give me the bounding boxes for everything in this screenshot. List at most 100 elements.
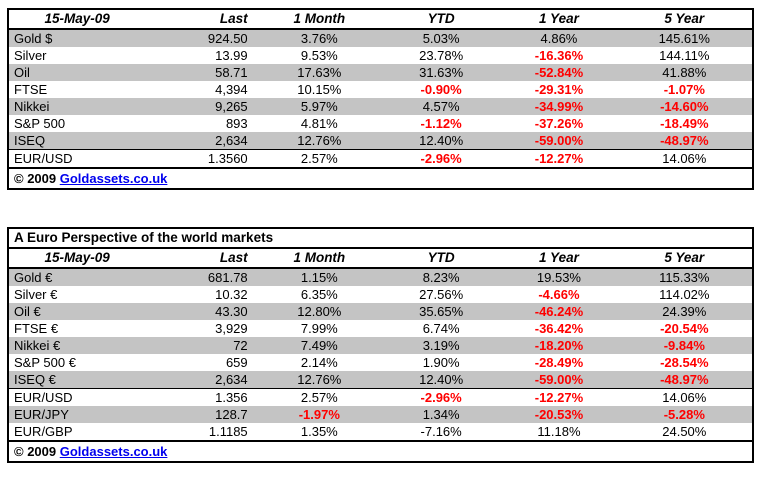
value-cell: -9.84%	[616, 337, 753, 354]
value-cell: -28.49%	[534, 355, 584, 370]
table-row: EUR/JPY 128.7 -1.97% 1.34% -20.53% -5.28%	[8, 406, 753, 423]
instrument-name: Oil	[8, 64, 146, 81]
table-row: Nikkei 9,265 5.97% 4.57% -34.99% -14.60%	[8, 98, 753, 115]
usd-table-body: Gold $924.50 3.76% 5.03% 4.86% 145.61% Silver…	[8, 29, 753, 168]
value-cell: -59.00%	[501, 371, 617, 389]
value-cell: 72	[145, 337, 258, 354]
value-cell: 10.15%	[297, 82, 342, 97]
table-row: EUR/USD 1.3560 2.57% -2.96% -12.27% 14.06%	[8, 149, 753, 168]
column-header-date: 15-May-09	[8, 9, 146, 30]
value-cell: 114.02%	[659, 287, 710, 302]
value-cell: 2,634	[145, 132, 258, 150]
copyright-text: © 2009	[14, 171, 57, 186]
value-cell: -1.07%	[663, 82, 705, 97]
value-cell: -1.12%	[420, 116, 462, 131]
table-row: FTSE 4,394 10.15% -0.90% -29.31% -1.07%	[8, 81, 753, 98]
table-row: S&P 500 893 4.81% -1.12% -37.26% -18.49%	[8, 115, 753, 132]
value-cell: -20.53%	[501, 406, 617, 423]
value-cell: -16.36%	[534, 48, 584, 63]
value-cell: -4.66%	[538, 287, 580, 302]
value-cell: 5.97%	[257, 98, 381, 115]
table-row: Oil 58.71 17.63% 31.63% -52.84% 41.88%	[8, 64, 753, 81]
value-cell: 24.39%	[616, 303, 753, 320]
value-cell: 5.03%	[380, 29, 502, 47]
value-cell: 8.23%	[380, 268, 502, 286]
column-header-1year: 1 Year	[501, 248, 617, 269]
value-cell: 6.74%	[422, 321, 460, 336]
column-header-last: Last	[145, 9, 258, 30]
table-row: EUR/USD 1.356 2.57% -2.96% -12.27% 14.06%	[8, 388, 753, 406]
table-row: S&P 500 € 659 2.14% 1.90% -28.49% -28.54%	[8, 354, 753, 371]
instrument-name: Silver	[14, 48, 47, 63]
value-cell: -0.90%	[420, 82, 462, 97]
value-cell: -14.60%	[616, 98, 753, 115]
table-row: Gold €681.78 1.15% 8.23% 19.53% 115.33%	[8, 268, 753, 286]
value-cell: -37.26%	[534, 116, 584, 131]
table-row: Oil €43.30 12.80% 35.65% -46.24% 24.39%	[8, 303, 753, 320]
instrument-name: FTSE	[14, 82, 48, 97]
table-row: ISEQ 2,634 12.76% 12.40% -59.00% -48.97%	[8, 132, 753, 150]
copyright-text: © 2009	[14, 444, 57, 459]
usd-markets-table: 15-May-09 Last 1 Month YTD 1 Year 5 Year…	[7, 8, 754, 190]
value-cell: 144.11%	[659, 48, 710, 63]
value-cell: -46.24%	[501, 303, 617, 320]
value-cell: 12.76%	[257, 132, 381, 150]
value-cell: -18.49%	[660, 116, 709, 131]
value-cell: 41.88%	[616, 64, 753, 81]
footer-row: © 2009 Goldassets.co.uk	[8, 440, 753, 462]
value-cell: 1.90%	[422, 355, 460, 370]
instrument-name: Gold $	[8, 29, 146, 47]
value-cell: 14.06%	[616, 149, 753, 168]
goldassets-link[interactable]: Goldassets.co.uk	[59, 171, 168, 186]
table-row: Silver 13.99 9.53% 23.78% -16.36% 144.11%	[8, 47, 753, 64]
column-header-5year: 5 Year	[616, 9, 753, 30]
value-cell: -28.54%	[660, 355, 709, 370]
value-cell: 681.78	[145, 268, 258, 286]
value-cell: 2.14%	[300, 355, 338, 370]
table-row: Nikkei €72 7.49% 3.19% -18.20% -9.84%	[8, 337, 753, 354]
value-cell: 11.18%	[537, 424, 581, 439]
value-cell: -48.97%	[616, 371, 753, 389]
value-cell: -36.42%	[534, 321, 584, 336]
column-header-1month: 1 Month	[257, 248, 381, 269]
value-cell: -2.96%	[380, 388, 502, 406]
value-cell: 10.32	[215, 287, 248, 302]
value-cell: 4.81%	[300, 116, 338, 131]
value-cell: -2.96%	[380, 149, 502, 168]
value-cell: 145.61%	[616, 29, 753, 47]
value-cell: 3.76%	[257, 29, 381, 47]
column-header-last: Last	[145, 248, 258, 269]
column-header-ytd: YTD	[380, 9, 502, 30]
value-cell: 2,634	[145, 371, 258, 389]
value-cell: 35.65%	[380, 303, 502, 320]
value-cell: 23.78%	[419, 48, 464, 63]
goldassets-link[interactable]: Goldassets.co.uk	[59, 444, 168, 459]
value-cell: 2.57%	[257, 388, 381, 406]
table-row: FTSE € 3,929 7.99% 6.74% -36.42% -20.54%	[8, 320, 753, 337]
value-cell: 12.80%	[257, 303, 381, 320]
value-cell: 3,929	[215, 321, 248, 336]
euro-markets-table: A Euro Perspective of the world markets …	[7, 227, 754, 463]
copyright-bar: © 2009 Goldassets.co.uk	[8, 440, 753, 462]
value-cell: 4,394	[215, 82, 248, 97]
value-cell: 31.63%	[380, 64, 502, 81]
value-cell: 12.76%	[257, 371, 381, 389]
value-cell: 13.99	[215, 48, 248, 63]
value-cell: 6.35%	[300, 287, 338, 302]
copyright-bar: © 2009 Goldassets.co.uk	[8, 167, 753, 189]
table-title-row: A Euro Perspective of the world markets	[8, 228, 753, 249]
table-row: EUR/GBP 1.1185 1.35% -7.16% 11.18% 24.50%	[8, 423, 753, 441]
value-cell: 1.34%	[380, 406, 502, 423]
value-cell: 12.40%	[380, 371, 502, 389]
instrument-name: Nikkei €	[8, 337, 146, 354]
instrument-name: ISEQ €	[8, 371, 146, 389]
value-cell: 128.7	[145, 406, 258, 423]
value-cell: 1.1185	[208, 424, 248, 439]
value-cell: -7.16%	[420, 424, 462, 439]
table-row: ISEQ €2,634 12.76% 12.40% -59.00% -48.97%	[8, 371, 753, 389]
value-cell: -59.00%	[501, 132, 617, 150]
value-cell: 1.356	[145, 388, 258, 406]
instrument-name: S&P 500	[14, 116, 66, 131]
column-header-5year: 5 Year	[616, 248, 753, 269]
